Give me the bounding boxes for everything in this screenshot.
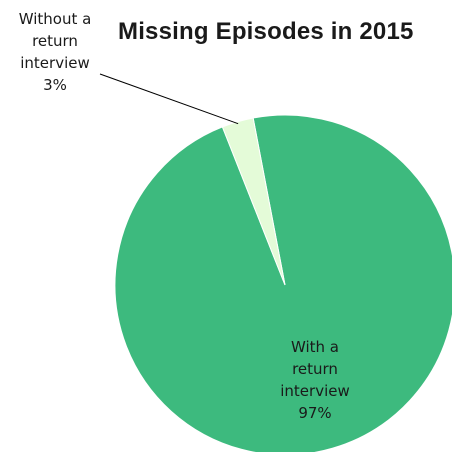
pie-slice-1 [114,114,452,452]
chart-title: Missing Episodes in 2015 [118,18,414,45]
leader-line [99,73,239,125]
pie-slice-2 [221,117,286,286]
slice-label-2: Without a return interview 3% [19,10,92,94]
slice-label-1: With a return interview 97% [280,338,350,422]
